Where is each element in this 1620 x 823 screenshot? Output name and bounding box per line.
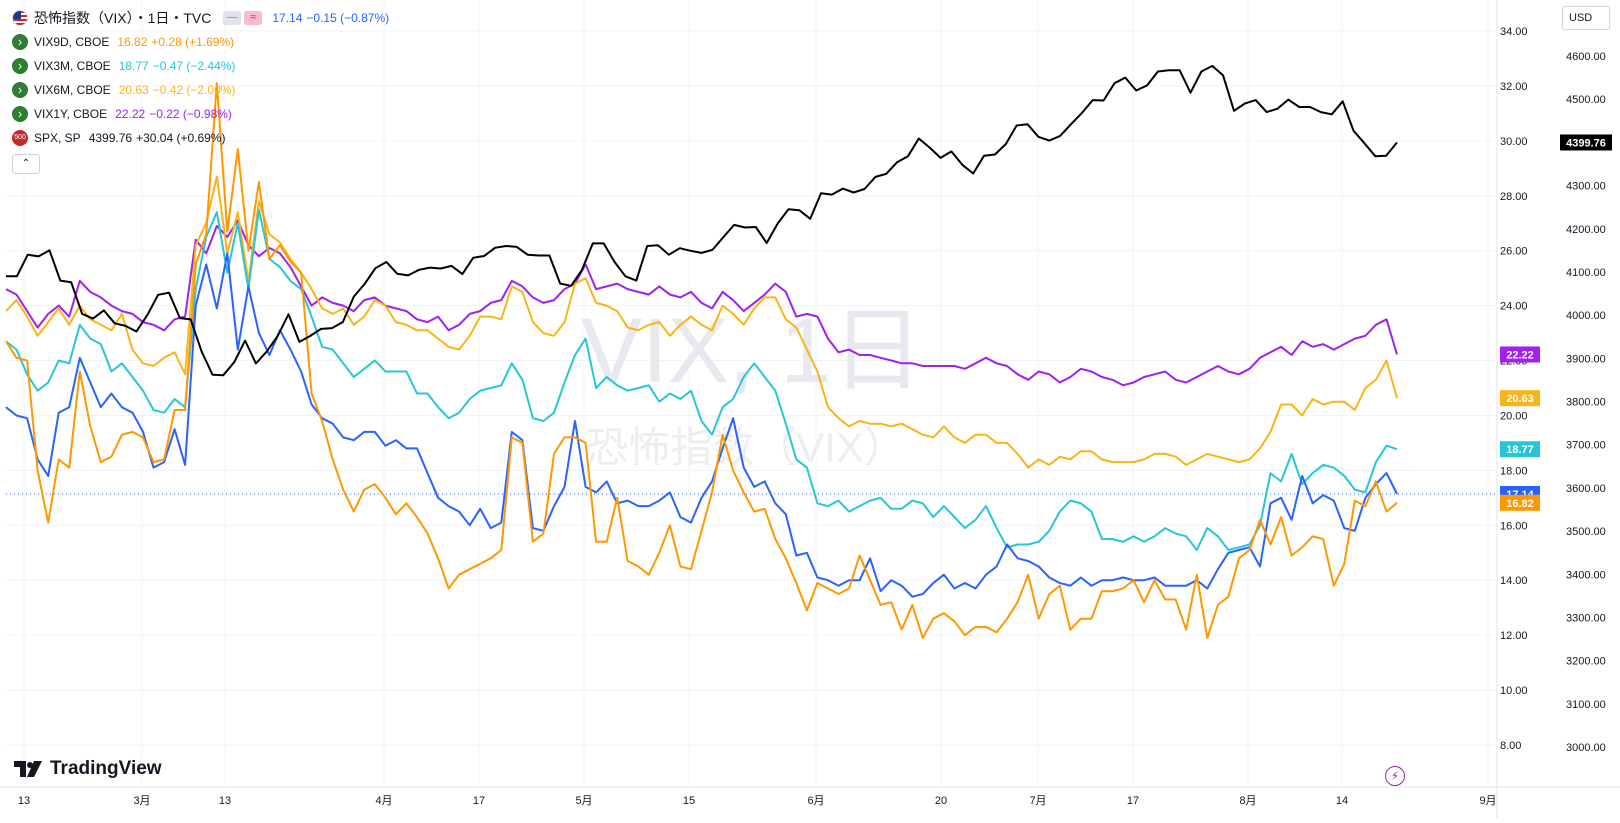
chart-type-toggle[interactable]: — ≈ (223, 11, 262, 25)
currency-label: USD (1569, 12, 1592, 24)
watermark-symbol: VIX, 1日 (581, 300, 924, 402)
legend-value: 22.22 (115, 102, 145, 126)
cboe-arrow-icon: › (12, 58, 28, 74)
left-axis-tick-label: 28.00 (1500, 191, 1528, 203)
legend-change: −0.47 (−2.44%) (153, 54, 236, 78)
main-title: 恐怖指数（VIX）・1日・TVC (34, 6, 211, 30)
price-badge: 16.82 (1500, 495, 1540, 511)
x-axis-tick-label: 20 (935, 795, 947, 807)
right-axis-tick-label: 3900.00 (1566, 353, 1606, 365)
cboe-arrow-icon: › (12, 34, 28, 50)
legend-value: 18.77 (119, 54, 149, 78)
collapse-button[interactable]: ⌃ (12, 154, 40, 174)
legend-row[interactable]: 500 SPX, SP 4399.76+30.04 (+0.69%) (12, 126, 389, 150)
legend-symbol: VIX1Y, CBOE (34, 102, 107, 126)
right-axis-tick-label: 3100.00 (1566, 699, 1606, 711)
right-axis-tick-label: 3000.00 (1566, 742, 1606, 754)
spx-500-icon: 500 (12, 130, 28, 146)
x-axis-tick-label: 17 (473, 795, 485, 807)
x-axis-tick-label: 8月 (1239, 795, 1256, 807)
right-axis-tick-label: 3300.00 (1566, 612, 1606, 624)
right-axis-tick-label: 4600.00 (1566, 51, 1606, 63)
x-axis-tick-label: 6月 (807, 795, 824, 807)
price-badge: 18.77 (1500, 441, 1540, 457)
left-axis-tick-label: 10.00 (1500, 685, 1528, 697)
right-axis-tick-label: 3800.00 (1566, 397, 1606, 409)
legend-symbol: VIX3M, CBOE (34, 54, 111, 78)
x-axis-tick-label: 7月 (1029, 795, 1046, 807)
right-axis-tick-label: 4100.00 (1566, 267, 1606, 279)
main-change: −0.15 (−0.87%) (306, 6, 389, 30)
cboe-arrow-icon: › (12, 82, 28, 98)
x-axis-tick-label: 9月 (1479, 795, 1496, 807)
legend-value: 4399.76 (89, 126, 132, 150)
right-axis-tick-label: 3700.00 (1566, 440, 1606, 452)
main-value: 17.14 (272, 6, 302, 30)
price-badge-label: 16.82 (1506, 498, 1534, 510)
right-axis-tick-label: 3600.00 (1566, 483, 1606, 495)
x-axis-tick-label: 13 (18, 795, 30, 807)
lightning-icon[interactable]: ⚡ (1385, 766, 1405, 786)
tradingview-logo-icon (14, 761, 44, 777)
legend-value: 16.82 (117, 30, 147, 54)
legend-value: 20.63 (119, 78, 149, 102)
x-axis-tick-label: 13 (219, 795, 231, 807)
legend-change: −0.42 (−2.00%) (153, 78, 236, 102)
right-axis-tick-label: 3400.00 (1566, 569, 1606, 581)
left-axis-tick-label: 20.00 (1500, 410, 1528, 422)
chevron-up-icon: ⌃ (22, 152, 30, 176)
watermark-name: 恐怖指数（VIX） (586, 424, 906, 471)
left-axis-tick-label: 30.00 (1500, 136, 1528, 148)
legend-row[interactable]: › VIX6M, CBOE 20.63−0.42 (−2.00%) (12, 78, 389, 102)
legend-change: −0.22 (−0.98%) (149, 102, 232, 126)
price-badge-label: 4399.76 (1566, 137, 1606, 149)
right-axis-tick-label: 4300.00 (1566, 181, 1606, 193)
cboe-arrow-icon: › (12, 106, 28, 122)
x-axis-tick-label: 4月 (375, 795, 392, 807)
price-badge-label: 22.22 (1506, 349, 1534, 361)
x-axis-tick-label: 17 (1127, 795, 1139, 807)
right-axis-tick-label: 4200.00 (1566, 224, 1606, 236)
left-axis-tick-label: 14.00 (1500, 575, 1528, 587)
left-axis-tick-label: 32.00 (1500, 81, 1528, 93)
x-axis-tick-label: 15 (683, 795, 695, 807)
legend-symbol: SPX, SP (34, 126, 81, 150)
right-axis-tick-label: 4500.00 (1566, 94, 1606, 106)
left-axis-tick-label: 16.00 (1500, 520, 1528, 532)
price-badge-label: 18.77 (1506, 444, 1534, 456)
legend-change: +0.28 (+1.69%) (151, 30, 234, 54)
minus-icon[interactable]: — (223, 11, 241, 25)
us-flag-icon (12, 10, 28, 26)
x-axis-tick-label: 14 (1336, 795, 1348, 807)
legend-row[interactable]: › VIX3M, CBOE 18.77−0.47 (−2.44%) (12, 54, 389, 78)
price-badge: 22.22 (1500, 346, 1540, 362)
legend-rows: › VIX9D, CBOE 16.82+0.28 (+1.69%) › VIX3M, C… (12, 30, 389, 150)
left-axis-tick-label: 8.00 (1500, 740, 1521, 752)
price-badge: 4399.76 (1560, 134, 1612, 150)
legend-change: +30.04 (+0.69%) (136, 126, 225, 150)
left-axis-tick-label: 34.00 (1500, 26, 1528, 38)
tradingview-logo-text: TradingView (50, 758, 162, 780)
legend: 恐怖指数（VIX）・1日・TVC — ≈ 17.14 −0.15 (−0.87%… (12, 6, 389, 174)
left-axis-tick-label: 12.00 (1500, 630, 1528, 642)
right-axis-tick-label: 3500.00 (1566, 526, 1606, 538)
left-axis-tick-label: 18.00 (1500, 465, 1528, 477)
wave-icon[interactable]: ≈ (244, 11, 262, 25)
x-axis-tick-label: 3月 (133, 795, 150, 807)
legend-row[interactable]: › VIX9D, CBOE 16.82+0.28 (+1.69%) (12, 30, 389, 54)
tradingview-logo[interactable]: TradingView (14, 758, 162, 780)
legend-symbol: VIX9D, CBOE (34, 30, 109, 54)
x-axis-tick-label: 5月 (575, 795, 592, 807)
left-axis-tick-label: 26.00 (1500, 246, 1528, 258)
left-axis-tick-label: 24.00 (1500, 301, 1528, 313)
legend-row[interactable]: › VIX1Y, CBOE 22.22−0.22 (−0.98%) (12, 102, 389, 126)
right-axis-tick-label: 3200.00 (1566, 656, 1606, 668)
price-badge: 20.63 (1500, 390, 1540, 406)
legend-symbol: VIX6M, CBOE (34, 78, 111, 102)
currency-selector[interactable]: USD (1562, 6, 1610, 30)
price-badge-label: 20.63 (1506, 393, 1534, 405)
right-axis-tick-label: 4000.00 (1566, 310, 1606, 322)
legend-main[interactable]: 恐怖指数（VIX）・1日・TVC — ≈ 17.14 −0.15 (−0.87%… (12, 6, 389, 30)
